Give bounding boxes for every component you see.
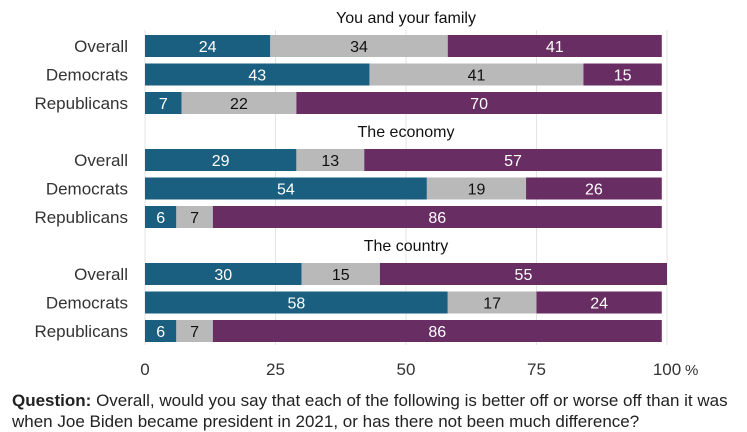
question-text: Overall, would you say that each of the … — [12, 391, 728, 431]
data-label: 55 — [515, 267, 533, 284]
data-label: 54 — [277, 182, 295, 199]
bar-segment — [426, 177, 527, 200]
x-tick-label: 50 — [397, 360, 416, 379]
bar-segment — [145, 149, 297, 171]
x-tick-label: 0 — [140, 360, 149, 379]
bar-segment — [176, 320, 213, 342]
bar-segment — [212, 320, 662, 342]
data-label: 58 — [287, 296, 305, 313]
bar-segment — [145, 63, 370, 86]
question-label: Question: — [12, 391, 92, 410]
x-axis: 0 25 50 75 100% — [140, 360, 698, 379]
group-title: You and your family — [336, 10, 476, 27]
row-labels: Overall Democrats Republicans Overall Democr… — [34, 37, 128, 341]
data-label: 41 — [546, 39, 564, 56]
data-label: 41 — [468, 68, 486, 85]
data-label: 30 — [214, 267, 232, 284]
bars: 24 34 41 43 41 15 7 22 70 29 13 57 54 19 26 6 7 86 30 15 55 5… — [145, 35, 667, 342]
bar-segment — [145, 320, 177, 342]
row-label: Republicans — [34, 94, 128, 113]
data-label: 29 — [212, 153, 230, 170]
bar-segment — [145, 206, 177, 228]
row-label: Republicans — [34, 208, 128, 227]
bar-segment — [270, 35, 448, 57]
bar-segment — [176, 206, 213, 228]
data-label: 13 — [321, 153, 339, 170]
bar-segment — [583, 63, 662, 86]
data-label: 22 — [230, 96, 248, 113]
data-label: 15 — [614, 68, 632, 85]
bar-segment — [526, 177, 662, 200]
bar-segment — [145, 92, 182, 114]
row-label: Overall — [74, 37, 128, 56]
data-label: 6 — [156, 210, 165, 227]
x-tick-label: 25 — [266, 360, 285, 379]
bar-segment — [145, 177, 427, 200]
bar-segment — [447, 35, 662, 57]
row-label: Democrats — [46, 66, 128, 85]
bar-segment — [364, 149, 662, 171]
data-label: 15 — [332, 267, 350, 284]
bar-segment — [145, 291, 448, 314]
row-label: Overall — [74, 151, 128, 170]
bar-segment — [379, 263, 667, 285]
bar-segment — [369, 63, 584, 86]
bar-segment — [296, 149, 365, 171]
data-label: 70 — [470, 96, 488, 113]
data-label: 24 — [590, 296, 608, 313]
row-label: Overall — [74, 265, 128, 284]
stacked-bar-chart: You and your family The economy The countr… — [34, 10, 698, 379]
data-label: 7 — [159, 96, 168, 113]
x-tick-label: 75 — [527, 360, 546, 379]
data-label: 43 — [248, 68, 266, 85]
data-label: 86 — [428, 324, 446, 341]
bar-segment — [301, 263, 380, 285]
data-label: 86 — [428, 210, 446, 227]
data-label: 7 — [190, 324, 199, 341]
x-axis-unit: % — [685, 362, 698, 379]
bar-segment — [145, 263, 302, 285]
data-label: 57 — [504, 153, 522, 170]
bar-segment — [447, 291, 537, 314]
data-label: 7 — [190, 210, 199, 227]
row-label: Democrats — [46, 180, 128, 199]
bar-segment — [296, 92, 662, 114]
data-label: 26 — [585, 182, 603, 199]
group-title: The country — [364, 238, 448, 255]
group-titles: You and your family The economy The countr… — [336, 10, 476, 255]
bar-segment — [181, 92, 297, 114]
data-label: 34 — [350, 39, 368, 56]
bar-segment — [212, 206, 662, 228]
row-label: Democrats — [46, 294, 128, 313]
x-tick-label: 100 — [653, 360, 681, 379]
data-label: 17 — [483, 296, 501, 313]
bar-segment — [536, 291, 662, 314]
data-label: 6 — [156, 324, 165, 341]
data-label: 24 — [199, 39, 217, 56]
bar-segment — [145, 35, 271, 57]
data-label: 19 — [468, 182, 486, 199]
group-title: The economy — [358, 124, 455, 141]
row-label: Republicans — [34, 322, 128, 341]
